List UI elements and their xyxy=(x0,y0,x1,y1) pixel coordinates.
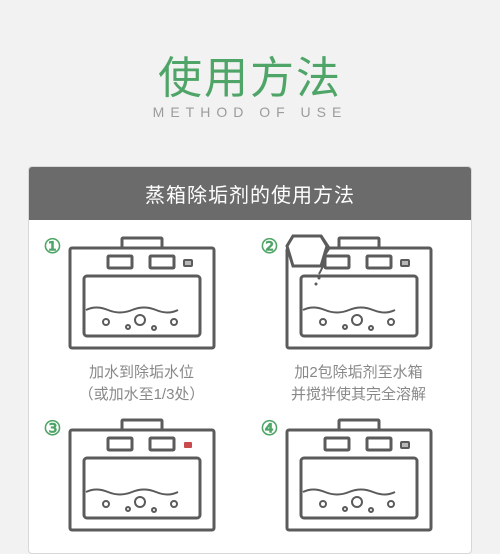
caption-line: （或加水至1/3处） xyxy=(79,386,205,403)
oven-illustration-icon xyxy=(62,234,222,354)
step-number: ② xyxy=(261,234,279,259)
step-caption: 加水到除垢水位 （或加水至1/3处） xyxy=(42,362,242,406)
step-cell: ① xyxy=(42,234,242,406)
step-cell: ③ xyxy=(42,416,242,536)
page: 使用方法 METHOD OF USE 蒸箱除垢剂的使用方法 ① xyxy=(0,0,500,554)
step-number: ③ xyxy=(44,416,62,441)
steps-grid: ① xyxy=(29,220,471,546)
oven-illustration-icon xyxy=(279,416,439,536)
panel-header: 蒸箱除垢剂的使用方法 xyxy=(29,167,471,220)
step-cell: ④ xyxy=(259,416,459,536)
step-cell: ② xyxy=(259,234,459,406)
caption-line: 加2包除垢剂至水箱 xyxy=(294,364,422,381)
instruction-panel: 蒸箱除垢剂的使用方法 ① xyxy=(28,166,472,554)
step-number: ① xyxy=(44,234,62,259)
hero-subtitle: METHOD OF USE xyxy=(0,104,500,120)
oven-illustration-icon xyxy=(279,234,439,354)
oven-illustration-icon xyxy=(62,416,222,536)
step-caption: 加2包除垢剂至水箱 并搅拌使其完全溶解 xyxy=(259,362,459,406)
caption-line: 加水到除垢水位 xyxy=(89,364,194,381)
hero-title: 使用方法 xyxy=(0,0,500,106)
caption-line: 并搅拌使其完全溶解 xyxy=(291,386,426,403)
step-number: ④ xyxy=(261,416,279,441)
